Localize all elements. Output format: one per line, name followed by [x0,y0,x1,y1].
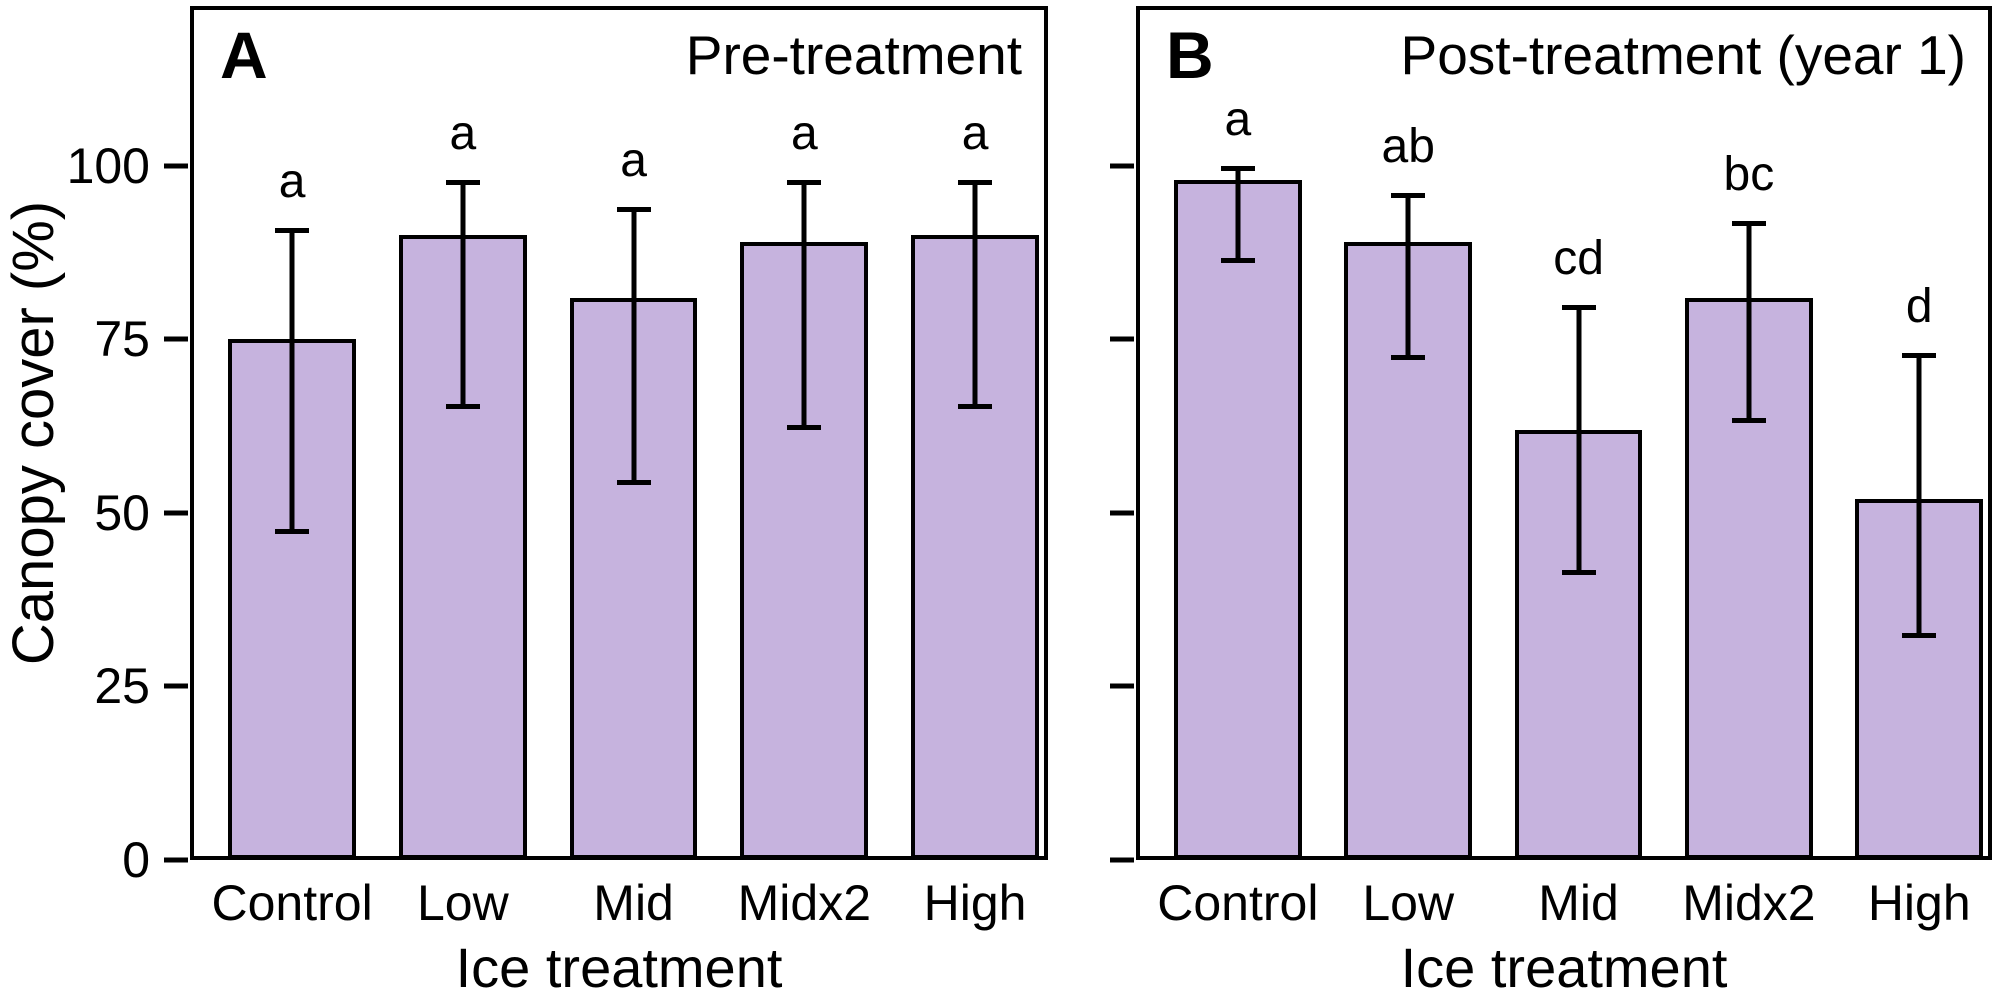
error-bar-high [1902,353,1937,638]
error-bar-cap-bottom [1220,257,1255,263]
x-category-label-control: Control [1157,875,1319,931]
error-bar-line [1916,353,1922,638]
error-bar-cap-bottom [445,403,480,409]
panel-letter-a: A [220,18,268,92]
error-bar-cap-bottom [616,480,651,486]
y-tick-0 [164,857,188,863]
error-bar-cap-top [1731,221,1766,227]
significance-letter-low: ab [1381,120,1435,174]
significance-letter-midx2: bc [1723,148,1775,202]
error-bar-cap-bottom [1391,355,1426,361]
error-bar-mid [616,207,651,486]
y-tick-label-0: 0 [122,832,150,888]
significance-letter-control: a [1224,92,1252,146]
x-axis-title: Ice treatment [455,936,783,994]
error-bar-line [1576,304,1582,576]
error-bar-cap-top [1902,353,1937,359]
significance-letter-midx2: a [790,106,818,160]
y-tick-25 [164,683,188,689]
significance-letter-mid: cd [1553,231,1604,285]
significance-letter-high: d [1905,280,1933,334]
error-bar-cap-top [787,179,822,185]
error-bar-midx2 [1731,221,1766,423]
x-category-label-high: High [923,875,1027,931]
error-bar-cap-bottom [1731,417,1766,423]
error-bar-line [1405,193,1411,361]
error-bar-cap-top [1561,304,1596,310]
x-category-label-mid: Mid [593,875,674,931]
error-bar-cap-top [1220,165,1255,171]
error-bar-cap-bottom [787,424,822,430]
error-bar-cap-top [445,179,480,185]
error-bar-line [1235,165,1241,263]
y-tick-label-25: 25 [94,658,150,715]
error-bar-control [275,228,310,534]
y-tick-100 [164,163,188,169]
error-bar-cap-bottom [1561,570,1596,576]
y-tick-label-100: 100 [66,137,150,194]
error-bar-cap-bottom [958,403,993,409]
x-category-label-low: Low [1362,875,1455,931]
significance-letter-control: a [278,155,306,209]
error-bar-line [972,179,978,409]
error-bar-cap-bottom [1902,632,1937,638]
x-category-label-midx2: Midx2 [737,875,871,931]
bar-mid [569,297,698,860]
y-tick-75 [164,336,188,342]
y-tick-label-75: 75 [94,311,150,368]
y-tick-100 [1110,163,1134,169]
error-bar-cap-top [1391,193,1426,199]
y-tick-label-50: 50 [94,484,150,541]
y-tick-50 [164,510,188,516]
error-bar-cap-top [275,228,310,234]
x-category-label-mid: Mid [1538,875,1619,931]
error-bar-line [289,228,295,534]
error-bar-low [1391,193,1426,361]
error-bar-cap-top [958,179,993,185]
panel-title-post-treatment: Post-treatment (year 1) [1400,24,1966,86]
y-tick-0 [1110,857,1134,863]
error-bar-low [445,179,480,409]
y-tick-50 [1110,510,1134,516]
bar-midx2 [740,242,869,860]
significance-letter-mid: a [620,134,647,188]
error-bar-cap-top [616,207,651,213]
bar-control [1174,179,1302,860]
y-axis-title: Canopy cover (%) [1,200,66,666]
x-axis-title: Ice treatment [1400,936,1728,994]
panel-letter-b: B [1166,18,1214,92]
panel-pre-treatment: A Pre-treatment Ice treatment 0 25 50 75 100… [67,6,1048,994]
error-bar-line [801,179,807,430]
error-bar-line [631,207,637,486]
panel-post-treatment: B Post-treatment (year 1) Ice treatment … [1110,6,1992,994]
error-bar-mid [1561,304,1596,576]
error-bar-line [460,179,466,409]
y-tick-75 [1110,336,1134,342]
y-tick-25 [1110,683,1134,689]
significance-letter-low: a [449,106,477,160]
error-bar-midx2 [787,179,822,430]
error-bar-cap-bottom [275,528,310,534]
x-category-label-midx2: Midx2 [1682,875,1816,931]
error-bar-line [1746,221,1752,423]
error-bar-high [958,179,993,409]
error-bar-control [1220,165,1255,263]
x-category-label-low: Low [416,875,509,931]
significance-letter-high: a [961,106,989,160]
panel-title-pre-treatment: Pre-treatment [685,24,1022,86]
x-category-label-control: Control [211,875,373,931]
x-category-label-high: High [1867,875,1971,931]
